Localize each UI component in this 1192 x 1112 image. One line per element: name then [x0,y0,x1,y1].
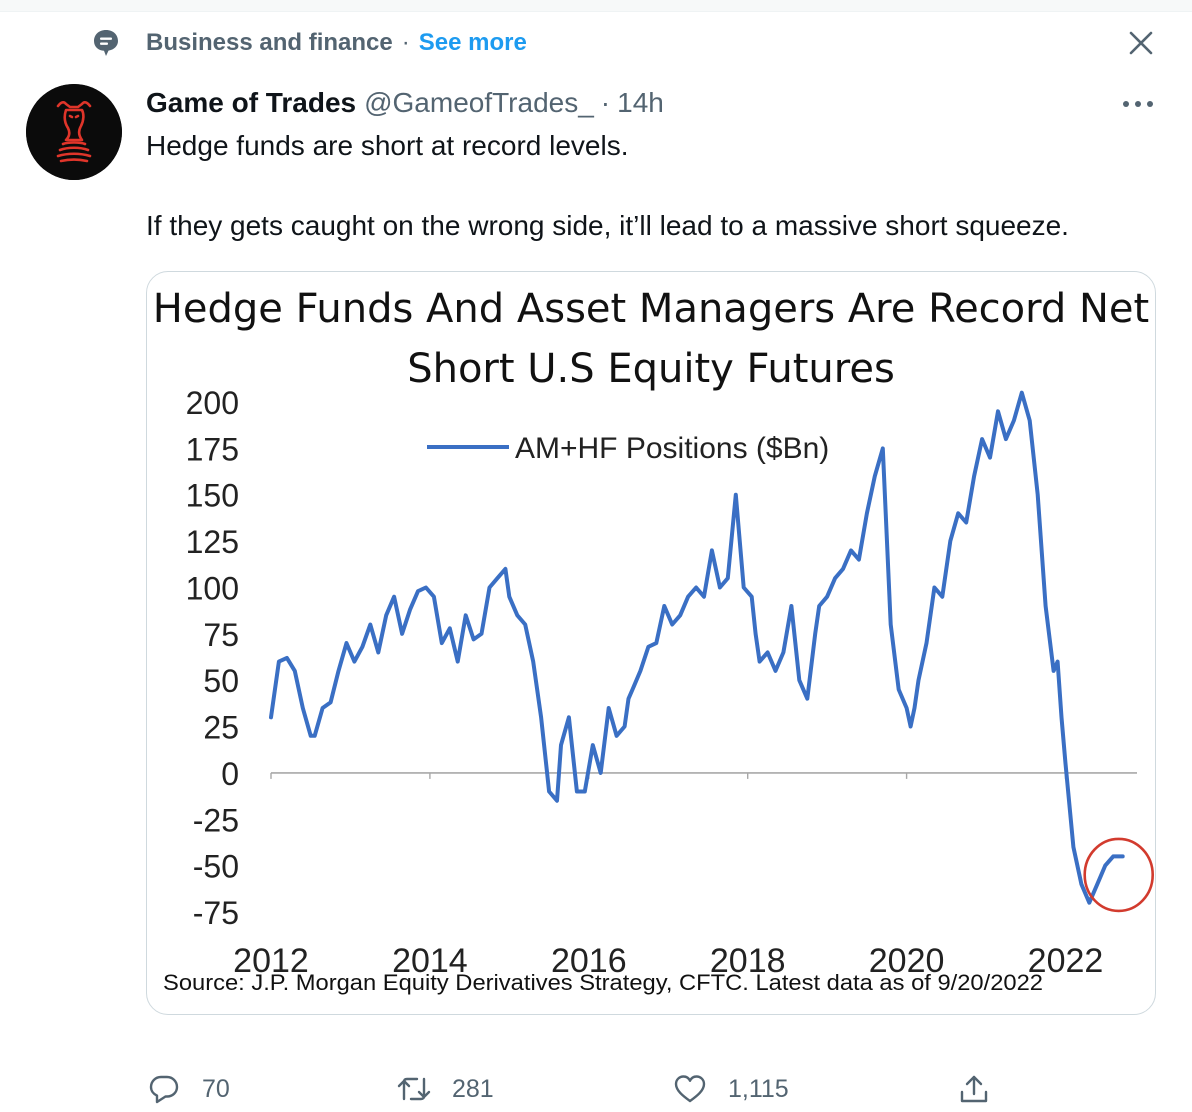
tweet-text: Hedge funds are short at record levels. … [146,126,1156,246]
more-button[interactable] [1118,90,1158,118]
y-tick-label: 125 [186,524,239,560]
reply-button[interactable]: 70 [146,1066,230,1112]
close-button[interactable] [1124,26,1158,60]
legend-label: AM+HF Positions ($Bn) [515,432,829,465]
line-chart: Hedge Funds And Asset Managers Are Recor… [153,286,1154,995]
tweet-text-line: If they gets caught on the wrong side, i… [146,210,1069,241]
y-tick-label: -25 [193,802,239,838]
zero-line [270,772,1137,779]
topic-separator: · [401,29,410,56]
retweet-icon [396,1071,432,1107]
y-tick-label: 0 [221,756,239,792]
tweet-media-chart[interactable]: Hedge Funds And Asset Managers Are Recor… [146,271,1156,1015]
display-name[interactable]: Game of Trades [146,87,357,118]
tweet-timestamp[interactable]: 14h [617,87,664,118]
x-tick-label: 2018 [710,942,786,980]
bull-knight-logo-icon [26,84,122,180]
x-tick-label: 2014 [392,942,468,980]
topic-context: Business and finance · See more [90,26,527,60]
y-tick-label: -50 [193,849,239,885]
chart-title-line: Hedge Funds And Asset Managers Are Recor… [153,286,1149,332]
y-tick-label: 100 [186,570,239,606]
series-layer [269,390,1125,905]
y-tick-label: -75 [193,895,239,931]
x-tick-label: 2016 [551,942,627,980]
see-more-link[interactable]: See more [418,29,527,56]
close-icon [1129,31,1153,55]
series-line [269,390,1125,905]
highlight-circle [1083,837,1154,913]
like-button[interactable]: 1,115 [672,1066,789,1112]
y-axis-ticks: 200 175 150 125 100 75 50 25 0 -25 -50 -75 [186,385,239,931]
y-tick-label: 25 [203,710,239,746]
share-icon [956,1071,992,1107]
header-separator: · [600,87,611,118]
heart-icon [672,1071,708,1107]
tweet-actions: 70 281 1,115 [146,1066,1156,1112]
y-tick-label: 175 [186,431,239,467]
user-handle[interactable]: @GameofTrades_ [364,87,594,118]
chart-title: Hedge Funds And Asset Managers Are Recor… [153,286,1149,392]
retweet-button[interactable]: 281 [396,1066,494,1112]
y-tick-label: 75 [203,617,239,653]
top-bar [0,0,1192,12]
retweet-count: 281 [452,1074,494,1103]
reply-icon [146,1071,182,1107]
share-button[interactable] [956,1066,1012,1112]
y-tick-label: 50 [203,663,239,699]
topic-bubble-icon [90,27,122,59]
x-tick-label: 2020 [869,942,945,980]
x-tick-label: 2022 [1028,942,1104,980]
reply-count: 70 [202,1074,230,1103]
chart-title-line: Short U.S Equity Futures [407,346,895,392]
like-count: 1,115 [728,1074,789,1103]
x-tick-label: 2012 [233,942,309,980]
highlight-annotation [1083,837,1154,913]
y-tick-label: 200 [186,385,239,421]
chart-source: Source: J.P. Morgan Equity Derivatives S… [163,970,1043,995]
topic-label: Business and finance [146,29,393,56]
avatar[interactable] [26,84,122,180]
more-horizontal-icon [1123,101,1153,107]
y-tick-label: 150 [186,478,239,514]
x-axis-ticks: 2012 2014 2016 2018 2020 2022 [233,942,1103,980]
chart-legend: AM+HF Positions ($Bn) [427,432,829,465]
tweet-header: Game of Trades @GameofTrades_ · 14h [146,84,664,122]
tweet-text-line: Hedge funds are short at record levels. [146,130,629,161]
